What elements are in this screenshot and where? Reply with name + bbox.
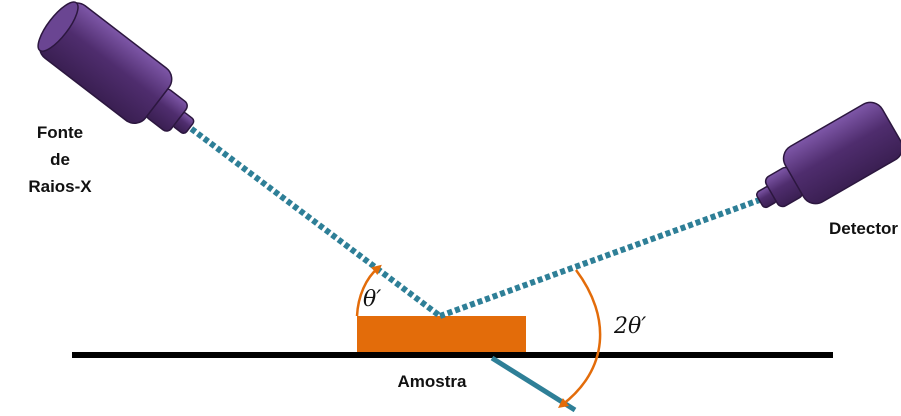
xray-tube-icon <box>37 1 195 134</box>
sample-block <box>357 316 526 352</box>
source-label-line1: Fonte <box>37 123 83 142</box>
detector-label: Detector <box>829 219 898 238</box>
theta-label: θ′ <box>363 287 381 312</box>
transmitted-beam <box>490 355 577 413</box>
two-theta-label: 2θ′ <box>613 314 646 339</box>
detector-tube-icon <box>756 101 901 209</box>
incident-beam <box>183 121 442 319</box>
sample-label: Amostra <box>398 372 468 391</box>
two-theta-arc-arrow <box>558 269 602 409</box>
source-label-line3: Raios-X <box>28 177 92 196</box>
theta-arc-arrow <box>355 264 382 317</box>
diffracted-beam <box>438 195 767 319</box>
source-label-line2: de <box>50 150 70 169</box>
